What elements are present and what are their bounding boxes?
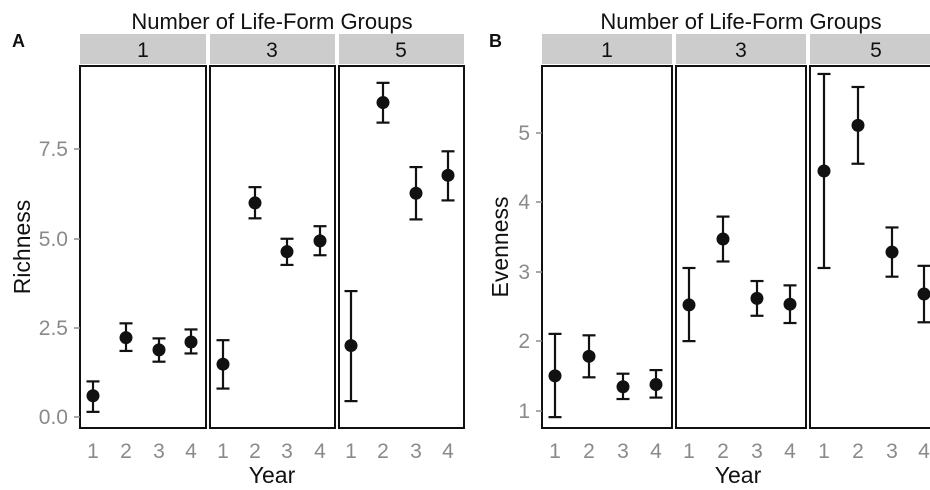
panel-a-facet-5-year-4-point: [441, 168, 455, 182]
panel-b-xtick-label-f3-2: 2: [717, 440, 729, 463]
panel-a-xtick-label-f3-4: 4: [314, 440, 326, 463]
panel-a-xtick-label-f1-4: 4: [185, 440, 197, 463]
panel-a-xtick-label-f3-2: 2: [249, 440, 261, 463]
panel-a-facet-box-3: [209, 65, 336, 429]
panel-b-facet-5-year-3-point: [885, 245, 899, 259]
panel-a-xtick-label-f1-2: 2: [120, 440, 132, 463]
panel-a-xtick-label-f3-1: 1: [217, 440, 229, 463]
panel-a-ytick-label-0: 0.0: [39, 406, 68, 429]
panel-b-xtick-label-f5-2: 2: [852, 440, 864, 463]
panel-a-letter: A: [12, 31, 25, 51]
panel-b-xtick-label-f3-4: 4: [784, 440, 796, 463]
panel-a-data-marks: [86, 81, 455, 413]
panel-a-facet-3-year-2-point: [248, 196, 262, 210]
panel-b-ytick-label-3: 3: [518, 261, 530, 284]
panel-b-facet-3-year-2-point: [716, 232, 730, 246]
panel-b-facet-5-year-2-point: [851, 118, 865, 132]
panel-a-facet-1-year-1-point: [86, 389, 100, 403]
panel-a-strip-5: [339, 34, 464, 64]
panel-b-strip-3: [676, 34, 806, 64]
panel-a: A Number of Life-Form Groups 1 3 5 0.0 2…: [9, 9, 465, 488]
panel-a-x-axis-title: Year: [249, 462, 296, 488]
panel-b-facet-1-year-2-point: [582, 349, 596, 363]
panel-a-facet-5-year-1-point: [344, 339, 358, 353]
panel-b-facet-3-year-3-point: [750, 291, 764, 305]
panel-b-facet-box-5: [809, 65, 930, 429]
panel-a-facet-3-year-1-point: [216, 357, 230, 371]
panel-b-xtick-label-f1-2: 2: [583, 440, 595, 463]
panel-b-facet-3-year-1-point: [682, 298, 696, 312]
panel-a-facet-5-year-3-point: [409, 186, 423, 200]
panel-b-y-axis-title: Evenness: [487, 196, 513, 297]
panel-a-strip-1: [80, 34, 206, 64]
panel-b-ytick-label-5: 5: [518, 122, 530, 145]
panel-b-xtick-label-f5-3: 3: [886, 440, 898, 463]
panel-a-facet-1-year-2-point: [119, 331, 133, 345]
panel-b: B Number of Life-Form Groups 1 3 5 1 2 3…: [487, 9, 930, 488]
panel-a-facet-1-year-4-point: [184, 335, 198, 349]
panel-a-xtick-label-f1-3: 3: [153, 440, 165, 463]
panel-a-xtick-label-f1-1: 1: [87, 440, 99, 463]
panel-b-x-axis-title: Year: [715, 462, 762, 488]
panel-a-xtick-label-f5-1: 1: [345, 440, 357, 463]
panel-b-letter: B: [489, 31, 502, 51]
panel-b-xtick-label-f5-4: 4: [918, 440, 930, 463]
panel-b-data-marks: [548, 72, 930, 419]
panel-a-xtick-label-f5-4: 4: [442, 440, 454, 463]
panel-b-strip-label-1: 1: [601, 39, 613, 62]
panel-a-facet-title: Number of Life-Form Groups: [131, 9, 412, 34]
panel-a-strip-label-5: 5: [395, 39, 407, 62]
panel-a-facet-box-1: [79, 65, 207, 429]
panel-b-facet-1-year-4-point: [649, 378, 663, 392]
panel-b-strip-label-3: 3: [735, 39, 747, 62]
panel-b-xtick-label-f1-1: 1: [549, 440, 561, 463]
panel-a-facet-3-year-3-point: [280, 245, 294, 259]
panel-a-facet-3-year-4-point: [313, 234, 327, 248]
panel-a-xtick-label-f5-2: 2: [377, 440, 389, 463]
panel-b-strip-label-5: 5: [870, 39, 882, 62]
panel-a-ytick-label-2: 5.0: [39, 228, 68, 251]
panel-b-strip-5: [810, 34, 930, 64]
panel-a-facet-1-year-3-point: [152, 343, 166, 357]
panel-b-facet-1-year-3-point: [616, 380, 630, 394]
panel-b-facet-5-year-1-point: [817, 164, 831, 178]
panel-b-xtick-label-f3-1: 1: [683, 440, 695, 463]
panel-a-strip-3: [210, 34, 335, 64]
panel-b-strip-1: [542, 34, 672, 64]
panel-a-xtick-label-f5-3: 3: [410, 440, 422, 463]
panel-b-facet-5-year-4-point: [917, 287, 930, 301]
panel-a-strip-label-3: 3: [266, 39, 278, 62]
panel-a-ytick-label-1: 2.5: [39, 317, 68, 340]
panel-a-strip-label-1: 1: [137, 39, 149, 62]
panel-b-ytick-label-4: 4: [518, 191, 530, 214]
panel-b-xtick-label-f3-3: 3: [751, 440, 763, 463]
panel-b-ytick-label-2: 2: [518, 330, 530, 353]
panel-b-xtick-label-f1-4: 4: [650, 440, 662, 463]
panel-a-ytick-label-3: 7.5: [39, 138, 68, 161]
panel-b-facet-1-year-1-point: [548, 369, 562, 383]
panel-b-xtick-label-f1-3: 3: [617, 440, 629, 463]
panel-a-xtick-label-f3-3: 3: [281, 440, 293, 463]
panel-b-xtick-label-f5-1: 1: [818, 440, 830, 463]
panel-b-facet-title: Number of Life-Form Groups: [600, 9, 881, 34]
panel-b-facet-box-1: [541, 65, 673, 429]
panel-b-ytick-label-1: 1: [518, 400, 530, 423]
panel-b-facet-3-year-4-point: [783, 297, 797, 311]
panel-a-facet-5-year-2-point: [376, 96, 390, 110]
panel-a-facet-box-5: [338, 65, 465, 429]
panel-b-facet-box-3: [675, 65, 807, 429]
panel-a-y-axis-title: Richness: [9, 200, 35, 295]
